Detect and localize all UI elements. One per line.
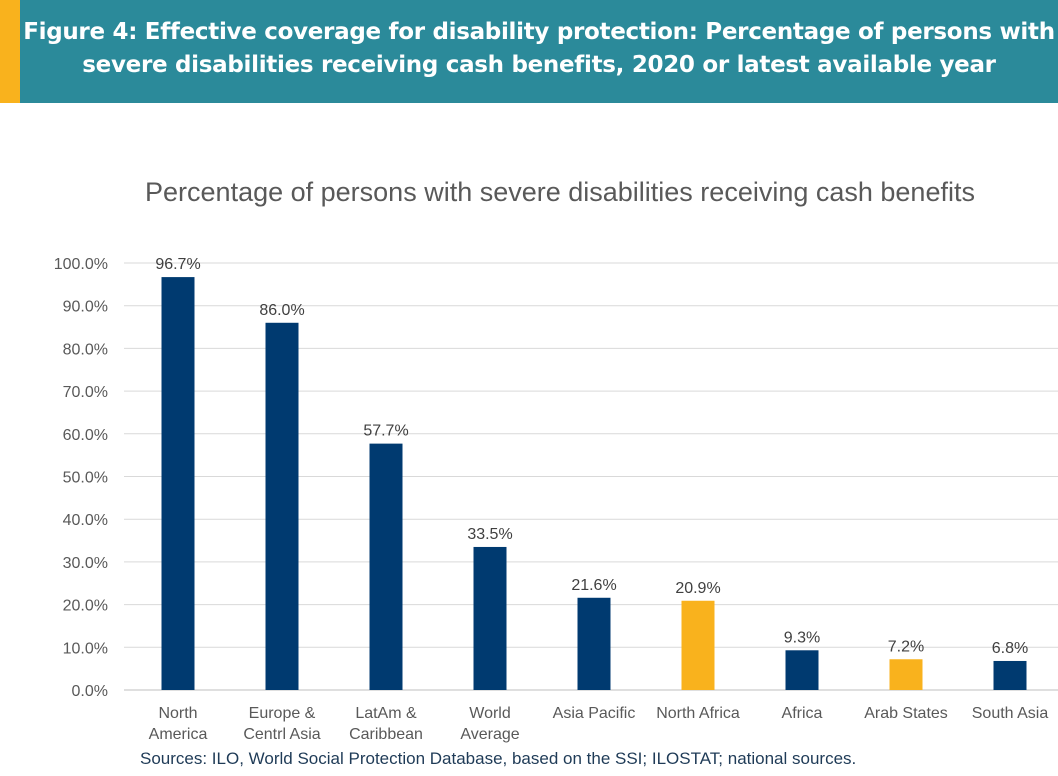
x-tick-label: Arab States bbox=[864, 705, 948, 722]
y-tick-label: 20.0% bbox=[63, 598, 108, 615]
data-label: 9.3% bbox=[784, 629, 820, 646]
data-label: 33.5% bbox=[467, 526, 512, 543]
x-tick-label: South Asia bbox=[972, 705, 1049, 722]
bar bbox=[161, 277, 195, 690]
bar bbox=[993, 660, 1027, 690]
x-tick-label: North Africa bbox=[656, 705, 740, 722]
x-tick-label: Average bbox=[460, 726, 519, 743]
bar bbox=[681, 600, 715, 690]
bar bbox=[785, 650, 819, 690]
y-tick-label: 10.0% bbox=[63, 640, 108, 657]
y-tick-label: 50.0% bbox=[63, 470, 108, 487]
source-note: Sources: ILO, World Social Protection Da… bbox=[140, 749, 857, 768]
data-label: 6.8% bbox=[992, 640, 1028, 657]
data-label: 57.7% bbox=[363, 423, 408, 440]
x-tick-label: Centrl Asia bbox=[243, 726, 320, 743]
chart-title: Percentage of persons with severe disabi… bbox=[145, 177, 975, 207]
x-tick-label: Africa bbox=[782, 705, 823, 722]
y-tick-label: 80.0% bbox=[63, 341, 108, 358]
y-tick-label: 90.0% bbox=[63, 299, 108, 316]
x-tick-label: America bbox=[149, 726, 208, 743]
y-tick-label: 60.0% bbox=[63, 427, 108, 444]
y-tick-label: 100.0% bbox=[54, 256, 108, 273]
y-tick-label: 40.0% bbox=[63, 512, 108, 529]
bar bbox=[577, 597, 611, 690]
x-tick-label: Asia Pacific bbox=[553, 705, 636, 722]
y-tick-label: 0.0% bbox=[72, 683, 108, 700]
x-tick-label: Europe & bbox=[249, 705, 316, 722]
banner-accent-bar bbox=[0, 0, 20, 103]
figure-title: Figure 4: Effective coverage for disabil… bbox=[23, 19, 1055, 78]
bar bbox=[889, 659, 923, 690]
figure-banner: Figure 4: Effective coverage for disabil… bbox=[0, 0, 1058, 103]
x-tick-label: North bbox=[158, 705, 197, 722]
y-tick-label: 30.0% bbox=[63, 555, 108, 572]
data-label: 20.9% bbox=[675, 580, 720, 597]
data-label: 96.7% bbox=[155, 256, 200, 273]
x-tick-label: LatAm & bbox=[355, 705, 417, 722]
bar bbox=[369, 443, 403, 690]
data-label: 21.6% bbox=[571, 577, 616, 594]
y-tick-label: 70.0% bbox=[63, 384, 108, 401]
bar bbox=[265, 322, 299, 690]
data-label: 86.0% bbox=[259, 302, 304, 319]
bar bbox=[473, 546, 507, 690]
data-label: 7.2% bbox=[888, 638, 924, 655]
x-tick-label: World bbox=[469, 705, 511, 722]
x-tick-label: Caribbean bbox=[349, 726, 423, 743]
